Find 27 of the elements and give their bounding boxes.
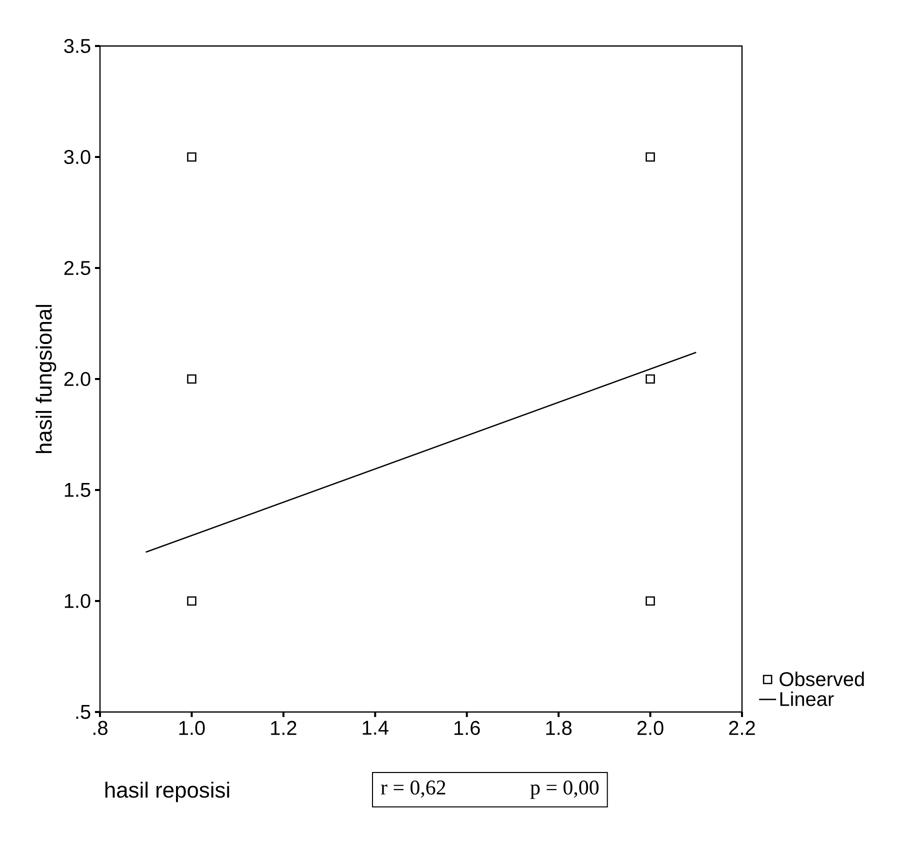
point — [646, 596, 655, 606]
y-tick-label: .5 — [76, 705, 90, 719]
text: r = 0,62 — [380, 780, 446, 798]
y-tick-label: 1.5 — [64, 483, 90, 497]
y-tick-label: 2.0 — [64, 372, 90, 386]
point — [187, 152, 196, 162]
point — [187, 596, 196, 606]
x-tick-label: 1.0 — [179, 720, 205, 736]
point — [646, 374, 655, 384]
y-tick-label: 2.5 — [64, 260, 90, 276]
y-axis-title: hasil fungsional — [36, 304, 56, 454]
text: p = 0,00 — [530, 780, 599, 799]
x-tick-label: 1.2 — [271, 720, 296, 735]
y-tick-label: 3.5 — [64, 38, 90, 54]
point — [646, 152, 655, 162]
x-axis-title: hasil reposisi — [105, 782, 230, 802]
legend-label: Observed — [780, 672, 864, 686]
x-tick-label: 1.6 — [454, 720, 480, 736]
x-tick-label: 2.2 — [729, 720, 755, 735]
x-tick-label: 2.0 — [637, 720, 664, 736]
x-tick-label: 1.8 — [546, 720, 572, 736]
x-tick-label: 1.4 — [362, 720, 388, 735]
x-tick-label: .8 — [94, 720, 108, 736]
point — [187, 374, 196, 384]
legend-label: Linear — [780, 691, 834, 706]
y-tick-label: 3.0 — [64, 150, 90, 164]
y-tick-label: 1.0 — [64, 594, 90, 608]
